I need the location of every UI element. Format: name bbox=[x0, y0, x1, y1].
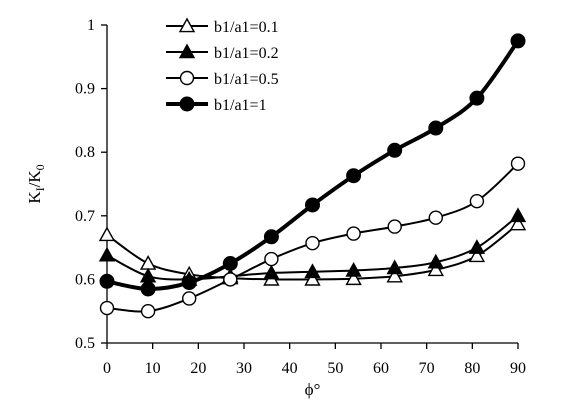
y-tick-label: 1 bbox=[87, 17, 95, 34]
y-tick-label: 0.9 bbox=[75, 81, 95, 98]
data-point bbox=[98, 246, 116, 262]
x-tick-label: 70 bbox=[419, 360, 435, 377]
data-point bbox=[427, 253, 444, 269]
data-point bbox=[386, 267, 403, 283]
y-axis-label-mid: /K bbox=[25, 170, 44, 188]
data-point bbox=[181, 275, 197, 291]
legend-swatch-marker bbox=[179, 70, 195, 86]
y-ticks: 0.5 0.6 0.7 0.8 0.9 1 bbox=[75, 17, 107, 352]
data-point bbox=[387, 142, 403, 158]
data-point bbox=[264, 251, 279, 267]
y-axis-label-main: K bbox=[25, 191, 44, 204]
data-point bbox=[305, 235, 320, 251]
y-tick-label: 0.8 bbox=[75, 144, 95, 161]
x-ticks: 0 10 20 30 40 50 60 70 80 90 bbox=[103, 343, 526, 377]
data-point bbox=[304, 263, 321, 279]
legend-swatch-marker bbox=[179, 96, 195, 112]
data-point bbox=[304, 270, 321, 286]
data-point bbox=[387, 219, 402, 234]
y-axis-label: KI/K0 bbox=[25, 164, 47, 203]
data-point bbox=[140, 304, 156, 319]
legend-entry: b1/a1=0.2 bbox=[166, 43, 279, 62]
x-tick-label: 50 bbox=[327, 360, 343, 377]
data-point bbox=[428, 120, 444, 136]
legend-label: b1/a1=0.1 bbox=[214, 19, 279, 36]
data-point bbox=[510, 33, 526, 49]
data-point bbox=[346, 226, 361, 241]
series-layer bbox=[98, 33, 527, 319]
legend-label: b1/a1=0.5 bbox=[214, 71, 279, 88]
legend-entry: b1/a1=0.5 bbox=[166, 70, 279, 88]
y-tick-label: 0.6 bbox=[75, 271, 95, 288]
legend-swatch-marker bbox=[178, 43, 196, 59]
data-point bbox=[140, 281, 156, 297]
data-point bbox=[468, 239, 486, 254]
data-point bbox=[469, 90, 485, 106]
data-point bbox=[468, 247, 486, 263]
y-axis-label-sub1: I bbox=[33, 187, 47, 191]
data-point bbox=[510, 156, 526, 171]
data-point bbox=[263, 229, 279, 245]
x-tick-label: 10 bbox=[145, 360, 161, 377]
y-tick-label: 0.5 bbox=[75, 335, 95, 352]
data-point bbox=[509, 207, 527, 223]
data-point bbox=[222, 256, 238, 272]
x-tick-label: 80 bbox=[464, 360, 480, 377]
data-point bbox=[469, 193, 485, 209]
x-tick-label: 40 bbox=[282, 360, 298, 377]
data-point bbox=[305, 197, 321, 213]
legend: b1/a1=0.1 b1/a1=0.2 b1/a1=0.5 b1/a1=1 bbox=[166, 17, 279, 114]
data-point bbox=[181, 291, 197, 306]
legend-swatch-marker bbox=[178, 17, 196, 33]
series-4 bbox=[99, 33, 526, 297]
x-axis-label: ϕ° bbox=[305, 380, 321, 399]
data-point bbox=[139, 255, 157, 270]
data-point bbox=[263, 264, 280, 280]
x-tick-label: 90 bbox=[510, 360, 526, 377]
series-3 bbox=[99, 156, 526, 319]
x-tick-label: 60 bbox=[373, 360, 389, 377]
legend-label: b1/a1=0.2 bbox=[214, 45, 279, 62]
axes bbox=[106, 25, 518, 344]
data-point bbox=[98, 226, 116, 242]
data-point bbox=[99, 273, 115, 289]
data-point bbox=[509, 215, 527, 231]
legend-entry: b1/a1=0.1 bbox=[166, 17, 279, 36]
x-tick-label: 0 bbox=[103, 360, 111, 377]
legend-label: b1/a1=1 bbox=[214, 97, 267, 114]
x-tick-label: 30 bbox=[236, 360, 252, 377]
data-point bbox=[223, 272, 238, 287]
data-point bbox=[345, 270, 362, 286]
data-point bbox=[386, 259, 403, 275]
data-point bbox=[428, 210, 443, 225]
legend-entry: b1/a1=1 bbox=[166, 96, 267, 114]
data-point bbox=[346, 168, 362, 184]
data-point bbox=[99, 300, 115, 316]
x-tick-label: 20 bbox=[190, 360, 206, 377]
y-tick-label: 0.7 bbox=[75, 208, 95, 225]
data-point bbox=[345, 262, 362, 277]
data-point bbox=[427, 261, 444, 277]
y-axis-label-sub2: 0 bbox=[33, 164, 47, 170]
